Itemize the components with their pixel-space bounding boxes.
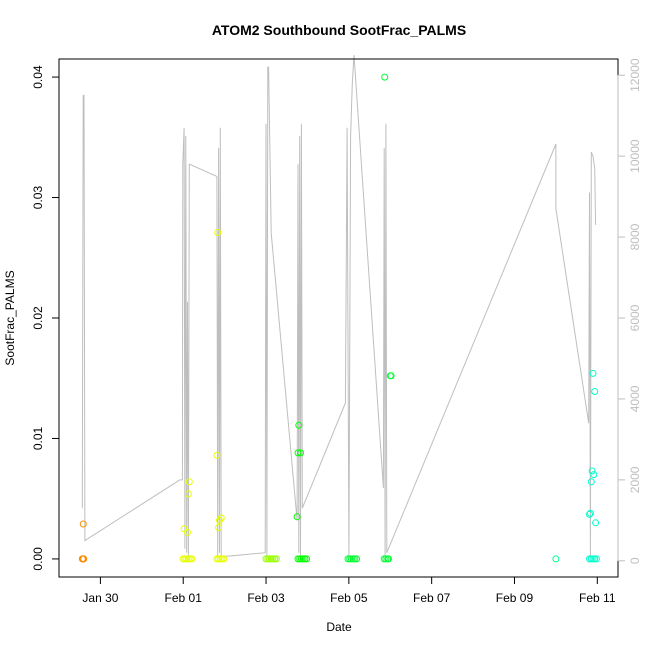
data-point	[188, 555, 196, 563]
y-tick-label: 0.01	[31, 426, 45, 450]
data-point	[295, 421, 303, 429]
data-point	[592, 519, 600, 527]
y-tick-label: 0.04	[31, 65, 45, 89]
data-point	[213, 451, 221, 459]
data-point	[590, 471, 598, 479]
plot-area	[78, 54, 600, 563]
x-tick-label: Feb 05	[330, 591, 368, 605]
data-point	[588, 467, 596, 475]
data-point	[297, 449, 304, 457]
data-point	[385, 555, 392, 563]
data-point	[184, 528, 191, 536]
data-point	[217, 514, 225, 522]
plot-box	[58, 58, 619, 578]
y2-tick-label: 8000	[628, 223, 642, 250]
x-axis: Jan 30 Feb 01 Feb 03 Feb 05 Feb 07 Feb 09 Feb …	[82, 576, 616, 605]
y-axis-right: 0 2000 4000 6000 8000 10000 12000	[617, 58, 642, 564]
x-axis-label: Date	[326, 620, 352, 634]
y2-tick-label: 12000	[628, 58, 642, 92]
data-point	[80, 555, 88, 563]
y2-tick-label: 2000	[628, 466, 642, 493]
data-point	[220, 555, 228, 563]
y2-tick-label: 4000	[628, 385, 642, 412]
data-point	[586, 509, 594, 517]
data-point	[215, 524, 223, 532]
x-tick-label: Feb 07	[413, 591, 451, 605]
data-point	[552, 555, 560, 563]
data-point	[381, 73, 389, 81]
data-point	[214, 229, 222, 236]
data-point	[184, 490, 192, 498]
data-point	[303, 555, 311, 563]
y2-tick-label: 6000	[628, 304, 642, 331]
data-point	[294, 449, 302, 457]
y-axis-label: SootFrac_PALMS	[3, 270, 17, 365]
x-tick-label: Feb 11	[579, 591, 616, 605]
data-point	[79, 520, 87, 528]
x-tick-label: Jan 30	[82, 591, 118, 605]
data-point	[586, 510, 593, 518]
y-axis-left: 0.00 0.01 0.02 0.03 0.04	[31, 65, 60, 571]
data-point	[591, 388, 599, 395]
data-point	[185, 478, 193, 486]
chart-title: ATOM2 Southbound SootFrac_PALMS	[212, 22, 466, 38]
data-point	[272, 555, 280, 563]
data-point	[592, 555, 600, 563]
y2-tick-label: 10000	[628, 139, 642, 173]
y2-tick-label: 0	[628, 557, 642, 564]
data-point	[293, 513, 301, 521]
y-tick-label: 0.03	[31, 186, 45, 210]
x-tick-label: Feb 09	[496, 591, 534, 605]
altitude-line	[81, 54, 597, 558]
data-point	[589, 369, 597, 377]
y-tick-label: 0.00	[31, 547, 45, 571]
x-tick-label: Feb 03	[247, 591, 285, 605]
data-point	[387, 372, 395, 380]
y-tick-label: 0.02	[31, 306, 45, 330]
data-point	[353, 555, 361, 563]
x-tick-label: Feb 01	[165, 591, 203, 605]
data-point	[587, 478, 595, 486]
